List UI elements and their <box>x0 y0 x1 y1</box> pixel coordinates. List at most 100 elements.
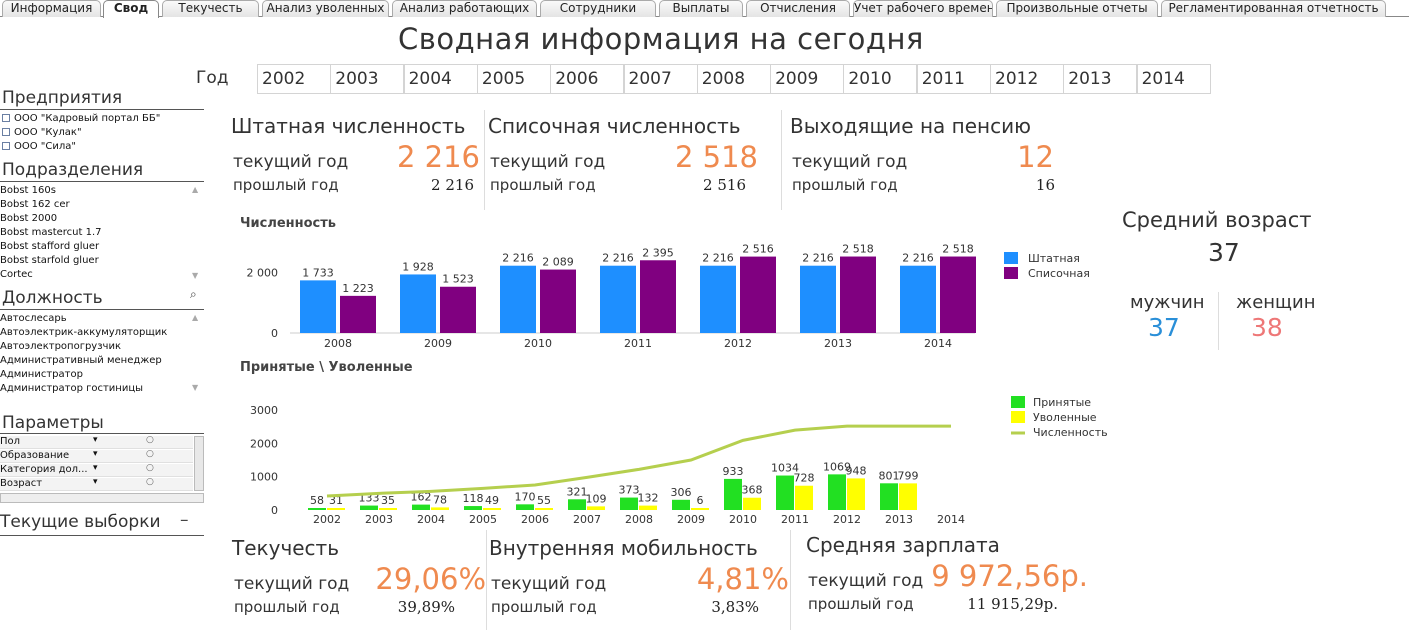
data-label: 728 <box>794 472 815 485</box>
data-label: 2 216 <box>602 252 634 265</box>
year-cell[interactable]: 2002 <box>257 64 331 94</box>
params-hscrollbar[interactable] <box>0 493 204 503</box>
year-cell[interactable]: 2004 <box>403 64 478 94</box>
list-item[interactable]: Автослесарь <box>0 313 67 324</box>
param-row[interactable]: Образование ▾ ○ <box>0 449 193 463</box>
param-label: Образование <box>0 450 70 461</box>
data-label: 2 216 <box>802 252 834 265</box>
radio-icon[interactable]: ○ <box>146 435 154 445</box>
checkbox[interactable] <box>2 142 10 150</box>
tab-bar: Информация Свод Текучесть Анализ уволенных А… <box>0 0 1409 18</box>
bar-Уволенные <box>431 507 449 510</box>
year-cell[interactable]: 2005 <box>476 64 551 94</box>
kpi-current-value: 2 216 <box>396 140 480 174</box>
x-tick-label: 2009 <box>677 513 705 526</box>
scroll-down-icon[interactable]: ▼ <box>192 383 199 392</box>
param-label: Пол <box>0 436 21 447</box>
x-tick-label: 2010 <box>729 513 757 526</box>
list-item[interactable]: Bobst 160s <box>0 185 56 196</box>
checkbox[interactable] <box>2 114 10 122</box>
list-item[interactable]: Bobst mastercut 1.7 <box>0 227 102 238</box>
list-item[interactable]: ООО "Сила" <box>2 141 76 152</box>
dropdown-icon[interactable]: ▾ <box>93 435 98 445</box>
year-cell[interactable]: 2003 <box>330 64 405 94</box>
x-tick-label: 2011 <box>624 337 652 350</box>
tab-5[interactable]: Сотрудники <box>540 0 656 17</box>
list-item[interactable]: Административный менеджер <box>0 355 162 366</box>
list-item[interactable]: Администратор гостиницы <box>0 383 143 394</box>
list-item[interactable]: Автоэлектропогрузчик <box>0 341 121 352</box>
tab-2[interactable]: Текучесть <box>162 0 259 17</box>
scroll-down-icon[interactable]: ▼ <box>192 271 199 280</box>
collapse-button[interactable]: – <box>180 510 189 530</box>
year-cell[interactable]: 2013 <box>1063 64 1138 94</box>
scroll-up-icon[interactable]: ▲ <box>192 313 199 322</box>
kpi-previous-value: 3,83% <box>711 598 759 616</box>
tab-0[interactable]: Информация <box>2 0 101 17</box>
list-item[interactable]: Bobst starfold gluer <box>0 255 99 266</box>
list-item[interactable]: Bobst 162 cer <box>0 199 70 210</box>
tab-9[interactable]: Произвольные отчеты <box>996 0 1158 17</box>
data-label: 933 <box>723 465 744 478</box>
y-tick-label: 0 <box>271 327 278 340</box>
year-cell[interactable]: 2014 <box>1136 64 1211 94</box>
year-cell[interactable]: 2010 <box>843 64 918 94</box>
kpi-previous-label: прошлый год <box>233 176 339 194</box>
tab-7[interactable]: Отчисления <box>746 0 850 17</box>
tab-1[interactable]: Свод <box>103 0 159 18</box>
dropdown-icon[interactable]: ▾ <box>93 463 98 473</box>
avg-age-title: Средний возраст <box>1122 208 1312 232</box>
dropdown-icon[interactable]: ▾ <box>93 477 98 487</box>
kpi-title: Текучесть <box>232 536 339 560</box>
list-item[interactable]: Cortec <box>0 269 33 280</box>
param-row[interactable]: Пол ▾ ○ <box>0 435 193 449</box>
kpi-title: Штатная численность <box>231 114 466 138</box>
tab-3[interactable]: Анализ уволенных <box>262 0 389 17</box>
year-cell[interactable]: 2011 <box>916 64 991 94</box>
param-row[interactable]: Возраст ▾ ○ <box>0 477 193 491</box>
search-icon[interactable]: ⌕ <box>190 287 197 301</box>
data-label: 2 395 <box>642 246 674 259</box>
list-item[interactable]: Bobst stafford gluer <box>0 241 99 252</box>
radio-icon[interactable]: ○ <box>146 477 154 487</box>
year-cell[interactable]: 2006 <box>550 64 625 94</box>
headcount-chart: 0 2 000 1 733 1 223 2008 1 928 1 523 2009 2 216 2… <box>247 243 1090 350</box>
avg-age-value: 37 <box>1208 238 1240 267</box>
data-label: 306 <box>671 486 692 499</box>
legend-label: Списочная <box>1028 267 1090 280</box>
scroll-up-icon[interactable]: ▲ <box>192 185 199 194</box>
list-item[interactable]: Автоэлектрик-аккумуляторщик <box>0 327 167 338</box>
data-label: 2 216 <box>902 252 934 265</box>
women-label: женщин <box>1236 292 1316 313</box>
radio-icon[interactable]: ○ <box>146 449 154 459</box>
dropdown-icon[interactable]: ▾ <box>93 449 98 459</box>
radio-icon[interactable]: ○ <box>146 463 154 473</box>
bar-Списочная <box>740 256 776 333</box>
data-label: 49 <box>485 494 499 507</box>
params-scrollbar[interactable] <box>194 436 204 491</box>
kpi-previous-label: прошлый год <box>490 176 596 194</box>
year-cell[interactable]: 2008 <box>696 64 771 94</box>
list-item[interactable]: Администратор <box>0 369 83 380</box>
list-item[interactable]: ООО "Кадровый портал ББ" <box>2 113 160 124</box>
tab-4[interactable]: Анализ работающих <box>392 0 537 17</box>
data-label: 1069 <box>823 460 851 473</box>
checkbox[interactable] <box>2 128 10 136</box>
data-label: 78 <box>433 493 447 506</box>
tab-8[interactable]: Учет рабочего времени <box>853 0 993 17</box>
list-item-label: Административный менеджер <box>0 355 162 366</box>
divider <box>0 181 204 182</box>
tab-10[interactable]: Регламентированная отчетность <box>1161 0 1386 17</box>
year-cell[interactable]: 2012 <box>990 64 1064 94</box>
divider <box>0 309 204 310</box>
men-age-value: 37 <box>1148 313 1180 342</box>
year-cell[interactable]: 2007 <box>623 64 698 94</box>
list-item[interactable]: Bobst 2000 <box>0 213 57 224</box>
data-label: 799 <box>898 469 919 482</box>
bar-Списочная <box>440 286 476 333</box>
list-item[interactable]: ООО "Кулак" <box>2 127 82 138</box>
tab-6[interactable]: Выплаты <box>659 0 743 17</box>
param-row[interactable]: Категория дол... ▾ ○ <box>0 463 193 477</box>
year-cell[interactable]: 2009 <box>770 64 845 94</box>
